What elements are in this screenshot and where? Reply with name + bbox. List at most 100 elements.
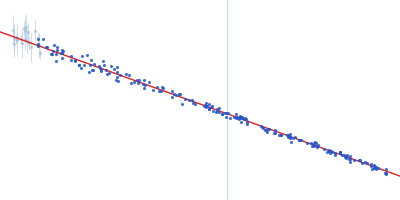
Point (222, 116, 229, 119)
Point (201, 104, 208, 107)
Point (140, 82, 146, 85)
Point (286, 135, 293, 138)
Point (237, 115, 244, 119)
Point (375, 167, 382, 170)
Point (331, 153, 338, 157)
Point (336, 151, 343, 154)
Point (113, 78, 119, 82)
Point (223, 111, 229, 115)
Point (272, 131, 278, 134)
Point (271, 132, 278, 135)
Point (68, 55, 74, 58)
Point (214, 107, 220, 110)
Point (357, 159, 364, 162)
Point (244, 122, 251, 126)
Point (310, 144, 317, 148)
Point (347, 161, 354, 164)
Point (230, 115, 237, 119)
Point (203, 106, 210, 109)
Point (350, 158, 357, 161)
Point (126, 74, 132, 77)
Point (59, 52, 66, 55)
Point (96, 64, 102, 67)
Point (54, 48, 60, 51)
Point (98, 67, 104, 71)
Point (216, 111, 222, 114)
Point (158, 90, 164, 93)
Point (286, 136, 293, 139)
Point (370, 166, 377, 169)
Point (88, 68, 95, 72)
Point (214, 110, 220, 113)
Point (284, 136, 291, 139)
Point (104, 72, 110, 75)
Point (314, 145, 320, 149)
Point (81, 63, 87, 66)
Point (311, 142, 317, 145)
Point (72, 59, 78, 62)
Point (224, 112, 231, 115)
Point (337, 151, 343, 154)
Point (342, 155, 349, 158)
Point (338, 154, 345, 157)
Point (204, 104, 210, 107)
Point (78, 55, 85, 58)
Point (275, 134, 282, 137)
Point (91, 63, 97, 66)
Point (266, 128, 272, 131)
Point (108, 64, 115, 67)
Point (291, 135, 298, 138)
Point (206, 107, 212, 110)
Point (78, 66, 84, 69)
Point (150, 89, 157, 92)
Point (212, 110, 219, 114)
Point (359, 162, 366, 165)
Point (186, 98, 192, 101)
Point (68, 59, 74, 62)
Point (308, 141, 314, 144)
Point (209, 104, 215, 107)
Point (176, 92, 182, 95)
Point (76, 64, 82, 67)
Point (179, 102, 186, 105)
Point (242, 117, 248, 120)
Point (241, 118, 247, 121)
Point (260, 127, 266, 130)
Point (371, 164, 377, 167)
Point (347, 154, 354, 157)
Point (84, 54, 90, 57)
Point (53, 53, 59, 56)
Point (286, 132, 293, 135)
Point (243, 118, 250, 121)
Point (50, 49, 56, 52)
Point (222, 111, 228, 115)
Point (114, 70, 120, 73)
Point (98, 70, 104, 73)
Point (288, 140, 294, 143)
Point (48, 53, 54, 56)
Point (59, 50, 66, 53)
Point (86, 70, 92, 73)
Point (284, 133, 290, 136)
Point (114, 76, 120, 79)
Point (264, 130, 271, 134)
Point (219, 112, 226, 116)
Point (202, 101, 209, 104)
Point (88, 58, 94, 61)
Point (312, 141, 318, 144)
Point (190, 101, 196, 105)
Point (344, 153, 350, 157)
Point (265, 127, 272, 130)
Point (49, 52, 56, 55)
Point (114, 65, 120, 68)
Point (326, 149, 332, 152)
Point (368, 163, 374, 166)
Point (142, 83, 148, 87)
Point (321, 148, 327, 151)
Point (59, 48, 66, 51)
Point (40, 38, 46, 41)
Point (235, 116, 241, 119)
Point (206, 107, 212, 110)
Point (123, 72, 129, 75)
Point (100, 63, 107, 66)
